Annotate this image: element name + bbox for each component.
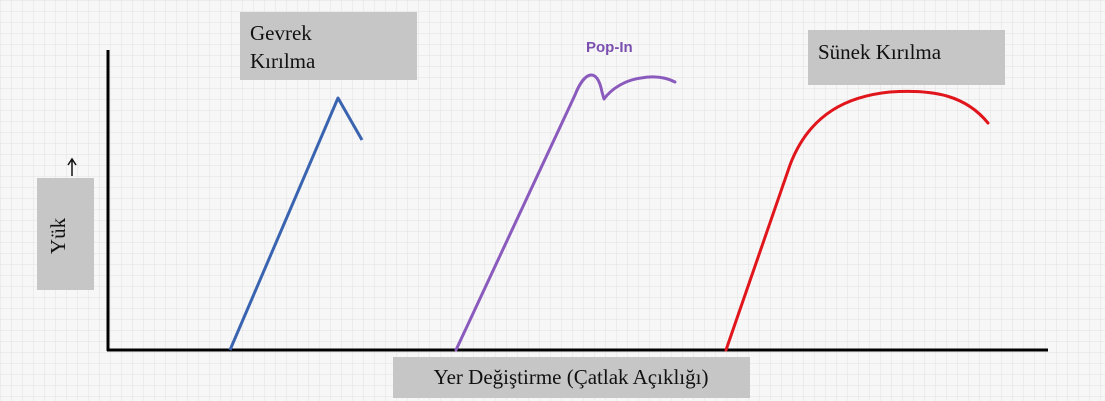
pop-in-curve	[454, 73, 677, 352]
ductile-label-box	[808, 30, 1005, 85]
brittle-label-box	[240, 12, 417, 80]
ductile-label: Sünek Kırılma	[818, 40, 942, 64]
pop-in-label: Pop-In	[586, 39, 633, 56]
y-axis-label: Yük	[46, 217, 70, 254]
brittle-label-line: Kırılma	[250, 49, 316, 73]
x-axis-label-box	[393, 357, 750, 398]
y-axis-label-box	[37, 178, 94, 290]
x-axis-label: Yer Değiştirme (Çatlak Açıklığı)	[434, 365, 709, 389]
brittle-label-line: Gevrek	[250, 21, 312, 45]
brittle-curve	[228, 96, 364, 351]
ductile-curve	[724, 89, 990, 352]
y-axis-arrow	[67, 157, 77, 176]
